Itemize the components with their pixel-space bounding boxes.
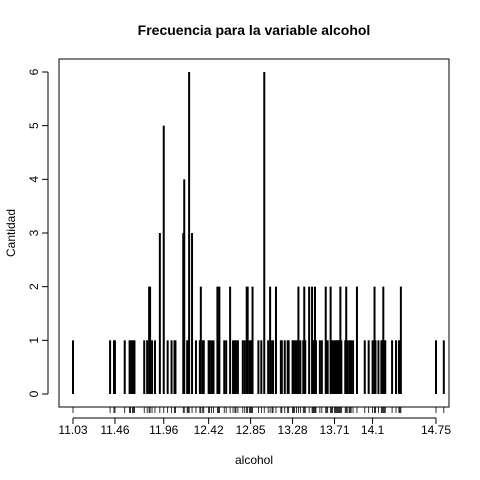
y-tick-label: 2 (27, 283, 41, 290)
y-tick-label: 6 (27, 68, 41, 75)
x-tick-label: 11.46 (100, 423, 129, 437)
rug-ticks (72, 407, 445, 413)
x-tick-label: 12.42 (194, 423, 224, 437)
x-tick-label: 13.28 (278, 423, 308, 437)
y-tick-label: 0 (27, 390, 41, 397)
x-axis-label: alcohol (235, 453, 273, 467)
x-tick-label: 13.71 (320, 423, 350, 437)
plot-frame (58, 58, 450, 408)
y-tick-label: 5 (27, 122, 41, 129)
x-tick-label: 11.03 (58, 423, 87, 437)
chart-title: Frecuencia para la variable alcohol (138, 22, 371, 38)
y-tick-label: 4 (27, 176, 41, 183)
x-tick-label: 14.1 (361, 423, 385, 437)
x-tick-label: 11.96 (149, 423, 178, 437)
y-axis-label: Cantidad (4, 209, 18, 257)
y-axis: 0 1 2 3 4 5 6 (27, 68, 49, 397)
x-tick-label: 14.75 (421, 423, 451, 437)
bars (72, 72, 445, 394)
y-tick-label: 1 (27, 337, 41, 344)
x-axis: 11.03 11.46 11.96 12.42 12.85 13.28 13.71 14.1 1… (58, 417, 451, 437)
x-tick-label: 12.85 (236, 423, 266, 437)
y-tick-label: 3 (27, 229, 41, 236)
